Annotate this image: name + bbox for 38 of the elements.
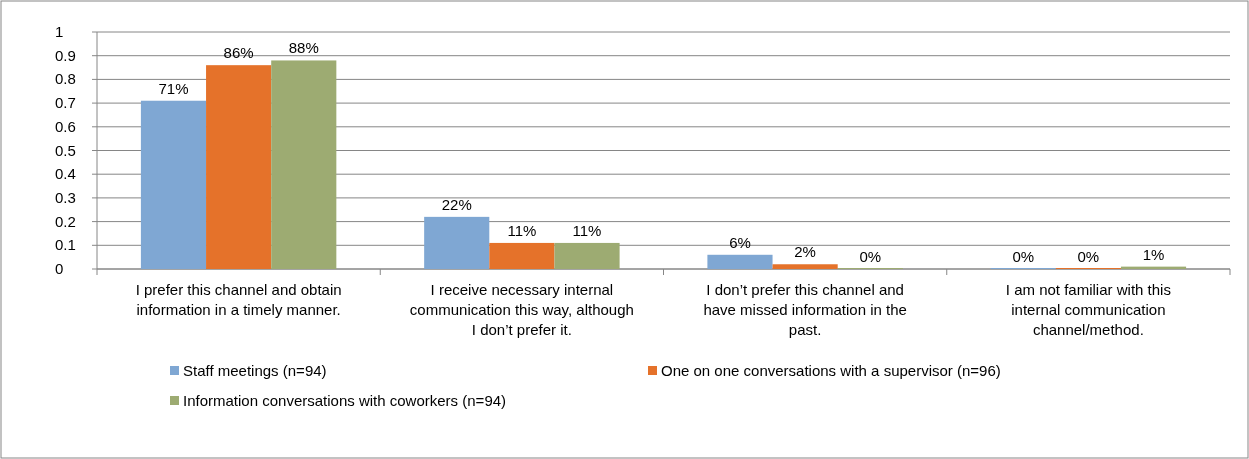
bar — [554, 242, 620, 269]
x-tick-label: I am not familiar with this internal communication channel/method. — [1005, 281, 1171, 338]
bar — [271, 60, 337, 269]
y-tick-label: 0.5 — [55, 141, 76, 159]
x-tick-label: I don’t prefer this channel and have missed information in the past. — [703, 281, 907, 338]
y-tick-label: 0.8 — [55, 70, 76, 88]
data-label: 2% — [794, 243, 816, 261]
data-label: 22% — [441, 195, 472, 213]
data-label: 11% — [572, 221, 602, 239]
y-tick-label: 1 — [55, 23, 64, 40]
bar — [424, 216, 490, 269]
y-tick-label: 0.1 — [55, 236, 76, 254]
bar — [140, 100, 207, 269]
data-label: 1% — [1142, 245, 1165, 263]
bar — [707, 254, 773, 269]
y-tick-label: 0.2 — [55, 212, 76, 230]
bar — [489, 242, 555, 269]
x-tick-label: I receive necessary internal communication this way, although I don’t prefer it. — [409, 281, 634, 338]
data-label: 0% — [859, 248, 882, 265]
data-label: 86% — [223, 44, 254, 62]
legend-label: One on one conversations with a supervisor (n=96) — [661, 362, 1001, 379]
y-tick-label: 0.7 — [55, 94, 76, 112]
legend-label: Staff meetings (n=94) — [183, 362, 327, 379]
y-tick-label: 0 — [55, 260, 64, 277]
data-label: 11% — [507, 221, 537, 239]
y-tick-label: 0.4 — [55, 165, 76, 183]
data-label: 0% — [1012, 248, 1035, 265]
y-tick-label: 0.3 — [55, 188, 76, 206]
y-tick-label: 0.9 — [55, 46, 76, 64]
bar — [206, 65, 272, 269]
data-label: 6% — [729, 233, 751, 251]
legend-label: Information conversations with coworkers (n=94) — [183, 392, 507, 409]
data-label: 0% — [1077, 248, 1100, 265]
y-tick-label: 0.6 — [55, 117, 76, 135]
data-label: 88% — [288, 39, 319, 57]
bar — [772, 264, 838, 269]
data-label: 71% — [158, 79, 189, 97]
x-tick-label: I prefer this channel and obtain information in a timely manner. — [135, 281, 342, 318]
